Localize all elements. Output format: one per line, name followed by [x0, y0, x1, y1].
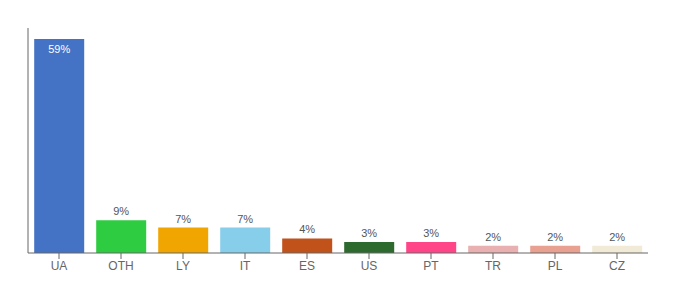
svg-text:7%: 7%	[175, 213, 191, 225]
svg-text:4%: 4%	[299, 223, 315, 235]
svg-text:7%: 7%	[237, 213, 253, 225]
svg-text:US: US	[361, 259, 378, 273]
svg-text:TR: TR	[485, 259, 501, 273]
svg-text:59%: 59%	[48, 43, 70, 55]
svg-text:2%: 2%	[485, 231, 501, 243]
svg-text:9%: 9%	[113, 205, 129, 217]
svg-text:2%: 2%	[547, 231, 563, 243]
svg-text:PT: PT	[423, 259, 439, 273]
svg-text:3%: 3%	[423, 227, 439, 239]
svg-text:IT: IT	[240, 259, 251, 273]
svg-text:UA: UA	[51, 259, 68, 273]
svg-text:OTH: OTH	[108, 259, 133, 273]
svg-text:CZ: CZ	[609, 259, 625, 273]
svg-text:ES: ES	[299, 259, 315, 273]
svg-text:3%: 3%	[361, 227, 377, 239]
svg-text:PL: PL	[548, 259, 563, 273]
svg-text:LY: LY	[176, 259, 190, 273]
svg-text:2%: 2%	[609, 231, 625, 243]
